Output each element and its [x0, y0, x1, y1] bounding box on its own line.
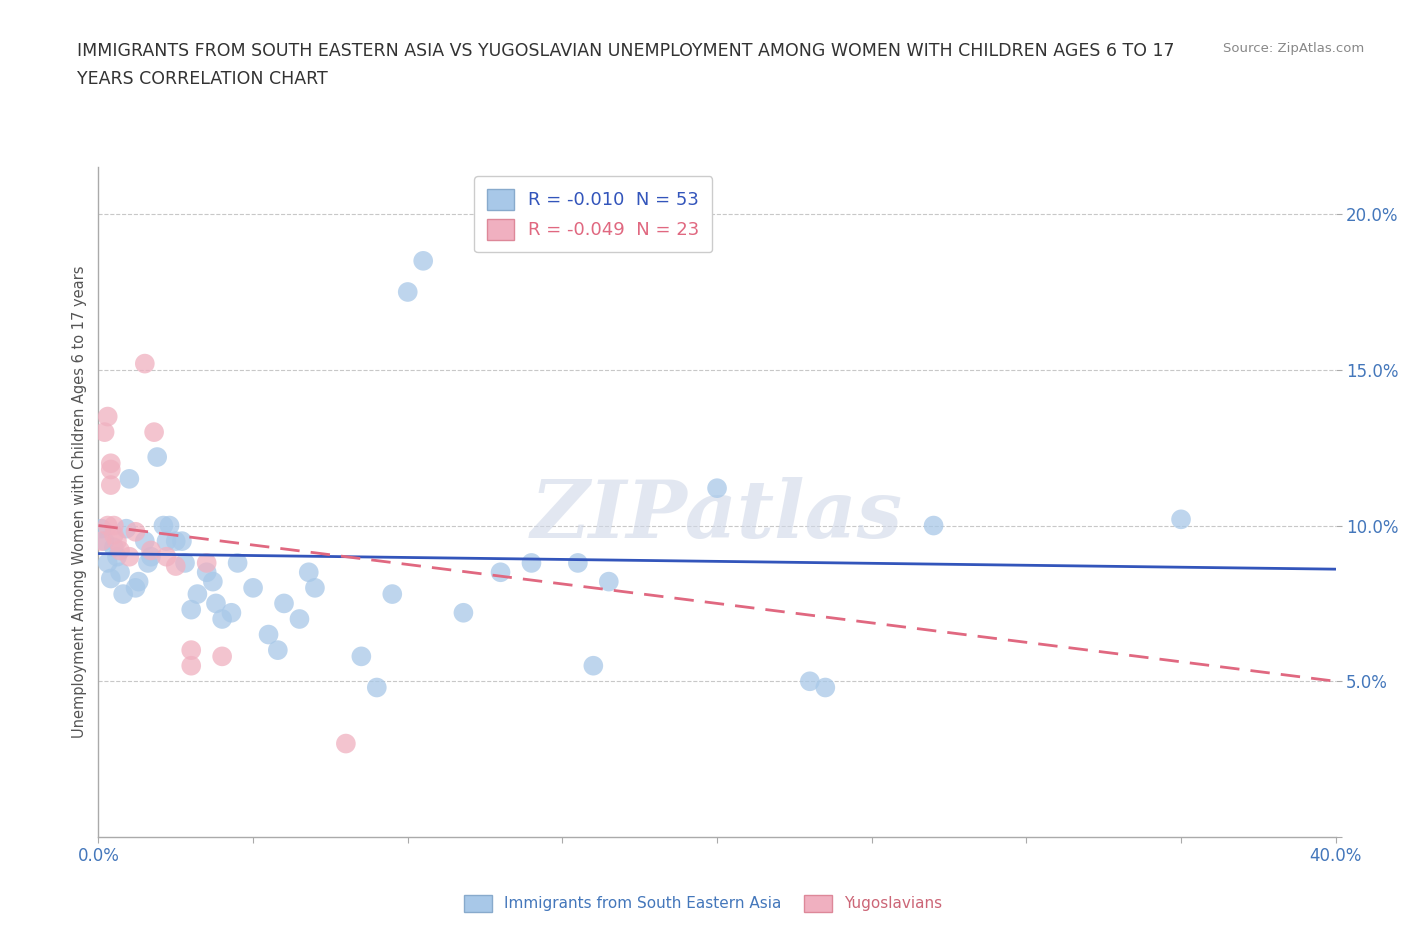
Point — [97, 518, 120, 533]
Point — [195, 565, 218, 579]
Point — [257, 627, 280, 642]
Point — [100, 456, 122, 471]
Point — [139, 543, 162, 558]
Point — [298, 565, 321, 579]
Point — [152, 518, 174, 533]
Point — [366, 680, 388, 695]
Point — [112, 587, 135, 602]
Point — [226, 555, 249, 570]
Point — [124, 580, 146, 595]
Point — [598, 574, 620, 589]
Point — [90, 521, 112, 536]
Point — [567, 555, 589, 570]
Point — [134, 534, 156, 549]
Point — [412, 253, 434, 268]
Point — [186, 587, 208, 602]
Point — [453, 605, 475, 620]
Point — [103, 527, 125, 542]
Point — [97, 555, 120, 570]
Point — [165, 559, 187, 574]
Point — [1170, 512, 1192, 526]
Point — [134, 356, 156, 371]
Point — [304, 580, 326, 595]
Point — [170, 534, 193, 549]
Point — [180, 643, 202, 658]
Point — [180, 603, 202, 618]
Point — [155, 550, 177, 565]
Point — [93, 425, 115, 440]
Point — [221, 605, 243, 620]
Point — [105, 550, 128, 565]
Point — [97, 409, 120, 424]
Legend: R = -0.010  N = 53, R = -0.049  N = 23: R = -0.010 N = 53, R = -0.049 N = 23 — [474, 177, 713, 252]
Point — [139, 550, 162, 565]
Point — [242, 580, 264, 595]
Point — [489, 565, 512, 579]
Text: YEARS CORRELATION CHART: YEARS CORRELATION CHART — [77, 70, 328, 87]
Point — [335, 737, 357, 751]
Point — [520, 555, 543, 570]
Point — [799, 674, 821, 689]
Point — [288, 612, 311, 627]
Point — [100, 478, 122, 493]
Point — [108, 543, 131, 558]
Point — [90, 534, 112, 549]
Point — [159, 518, 181, 533]
Point — [146, 449, 169, 464]
Point — [582, 658, 605, 673]
Point — [155, 534, 177, 549]
Point — [205, 596, 228, 611]
Point — [128, 574, 150, 589]
Point — [105, 534, 128, 549]
Point — [124, 525, 146, 539]
Point — [211, 612, 233, 627]
Point — [211, 649, 233, 664]
Point — [814, 680, 837, 695]
Point — [195, 555, 218, 570]
Point — [115, 521, 138, 536]
Point — [100, 571, 122, 586]
Text: ZIPatlas: ZIPatlas — [531, 477, 903, 554]
Point — [180, 658, 202, 673]
Point — [201, 574, 224, 589]
Y-axis label: Unemployment Among Women with Children Ages 6 to 17 years: Unemployment Among Women with Children A… — [72, 266, 87, 738]
Point — [93, 534, 115, 549]
Point — [396, 285, 419, 299]
Point — [922, 518, 945, 533]
Point — [103, 518, 125, 533]
Text: Source: ZipAtlas.com: Source: ZipAtlas.com — [1223, 42, 1364, 55]
Point — [165, 534, 187, 549]
Point — [706, 481, 728, 496]
Point — [273, 596, 295, 611]
Point — [143, 425, 166, 440]
Point — [350, 649, 373, 664]
Point — [381, 587, 404, 602]
Point — [103, 540, 125, 555]
Point — [100, 462, 122, 477]
Text: IMMIGRANTS FROM SOUTH EASTERN ASIA VS YUGOSLAVIAN UNEMPLOYMENT AMONG WOMEN WITH : IMMIGRANTS FROM SOUTH EASTERN ASIA VS YU… — [77, 42, 1175, 60]
Point — [118, 472, 141, 486]
Point — [118, 550, 141, 565]
Point — [108, 565, 131, 579]
Point — [267, 643, 290, 658]
Legend: Immigrants from South Eastern Asia, Yugoslavians: Immigrants from South Eastern Asia, Yugo… — [458, 889, 948, 918]
Point — [136, 555, 159, 570]
Point — [174, 555, 197, 570]
